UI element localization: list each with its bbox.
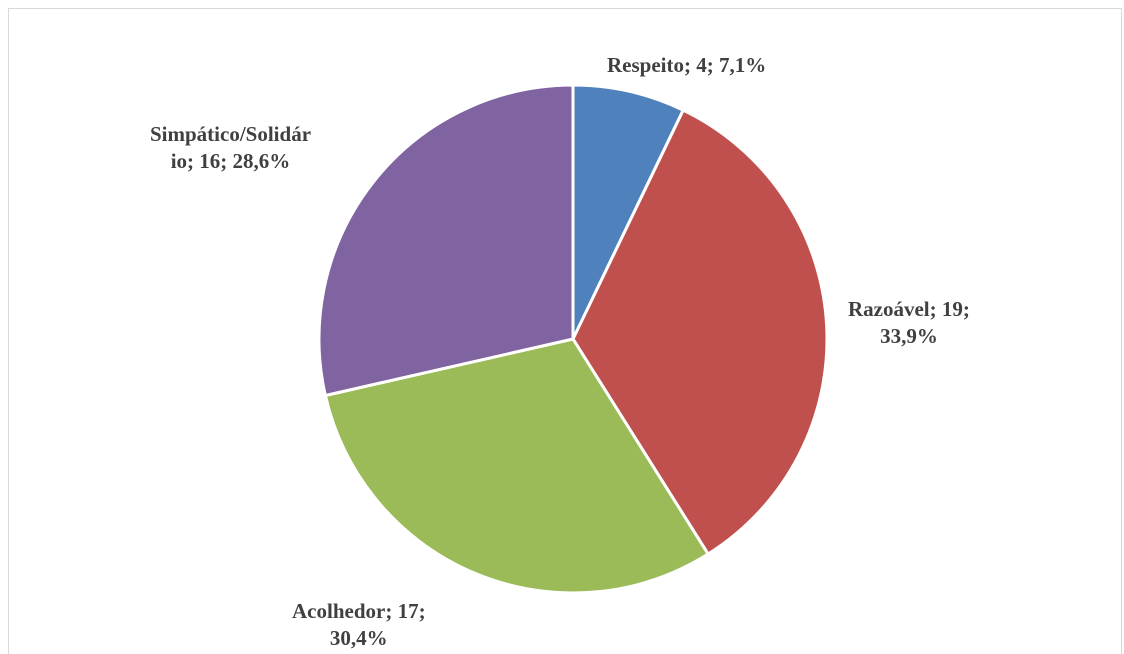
slice-label-respeito: Respeito; 4; 7,1% [607,53,767,77]
pie-slice-razoavel [571,108,829,556]
pie-slice-acolhedor [323,337,710,595]
slice-label-acolhedor: Acolhedor; 17; 30,4% [292,599,426,650]
slice-label-simpatico-solidario: Simpático/Solidár io; 16; 28,6% [150,122,312,173]
pie-slice-simpatico-solidario [317,83,575,398]
slice-label-razoavel: Razoável; 19; 33,9% [848,297,970,348]
pie-slice-respeito [571,83,685,341]
